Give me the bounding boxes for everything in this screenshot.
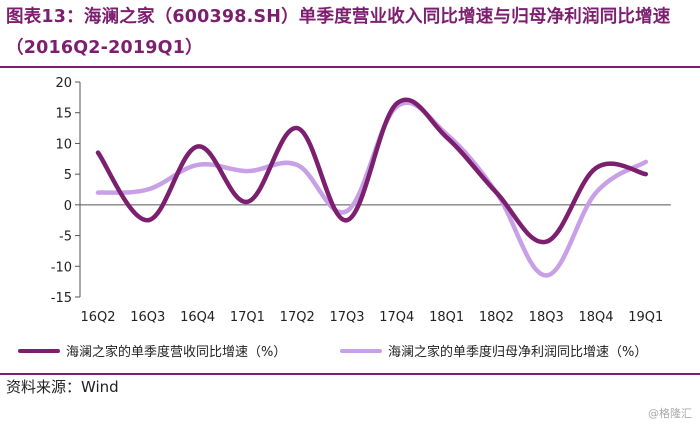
x-tick-label: 16Q3 (130, 310, 165, 325)
legend-item-profit: 海澜之家的单季度归母净利润同比增速（%） (340, 341, 647, 360)
y-tick-label: -10 (51, 260, 72, 275)
x-tick-label: 18Q3 (529, 310, 564, 325)
x-tick-label: 17Q3 (329, 310, 364, 325)
y-tick-label: -5 (59, 230, 72, 245)
legend-label-profit: 海澜之家的单季度归母净利润同比增速（%） (388, 345, 648, 360)
bottom-divider (0, 373, 700, 375)
x-tick-label: 17Q1 (230, 310, 265, 325)
y-tick-label: 5 (64, 168, 72, 183)
watermark: @格隆汇 (648, 407, 692, 420)
series-line-profit (95, 100, 649, 278)
y-tick-label: -15 (51, 291, 72, 306)
legend-swatch-revenue (18, 348, 60, 353)
x-tick-label: 17Q2 (280, 310, 315, 325)
legend-item-revenue: 海澜之家的单季度营收同比增速（%） (18, 341, 286, 360)
series-layer (95, 97, 649, 278)
y-tick-label: 0 (64, 199, 72, 214)
line-chart: -15 -10 -5 0 5 10 15 20 16Q2 16Q3 16Q4 17Q1 17Q2 17Q… (51, 76, 671, 325)
legend: 海澜之家的单季度营收同比增速（%） 海澜之家的单季度归母净利润同比增速（%） (18, 341, 698, 367)
x-tick-label: 18Q2 (479, 310, 514, 325)
y-tick-label: 15 (55, 107, 72, 122)
x-tick-label: 18Q1 (429, 310, 464, 325)
series-line-revenue (95, 97, 649, 245)
y-axis: -15 -10 -5 0 5 10 15 20 (51, 76, 81, 306)
legend-label-revenue: 海澜之家的单季度营收同比增速（%） (66, 345, 287, 360)
source-note: 资料来源：Wind (6, 378, 119, 396)
x-tick-label: 18Q4 (578, 310, 613, 325)
x-tick-label: 19Q1 (628, 310, 663, 325)
y-tick-label: 10 (55, 137, 72, 152)
x-tick-label: 16Q4 (180, 310, 215, 325)
x-tick-label: 16Q2 (80, 310, 115, 325)
y-tick-label: 20 (55, 76, 72, 91)
x-axis: 16Q2 16Q3 16Q4 17Q1 17Q2 17Q3 17Q4 18Q1 18Q2 18Q3… (80, 204, 671, 325)
x-tick-label: 17Q4 (379, 310, 414, 325)
top-divider (0, 66, 700, 68)
legend-swatch-profit (340, 348, 382, 353)
chart-title: 图表13：海澜之家（600398.SH）单季度营业收入同比增速与归母净利润同比增… (6, 7, 671, 58)
